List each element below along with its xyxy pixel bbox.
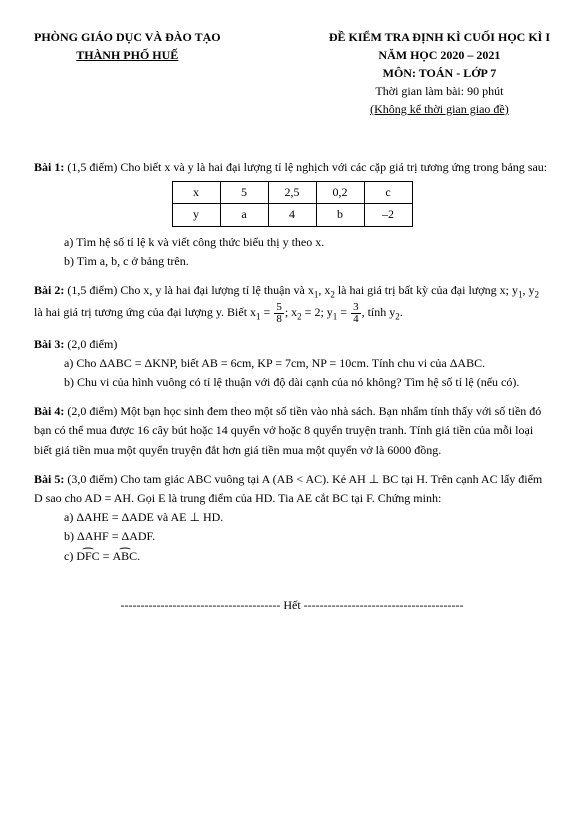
bai5-b: b) ΔAHF = ΔADF. xyxy=(34,527,550,546)
bai5-a: a) ΔAHE = ΔADE và AE ⊥ HD. xyxy=(34,508,550,527)
bai1-points: (1,5 điểm) xyxy=(67,160,120,174)
cell: c xyxy=(364,182,412,204)
bai3-points: (2,0 điểm) xyxy=(67,337,117,351)
bai1-a: a) Tìm hệ số tỉ lệ k và viết công thức b… xyxy=(34,233,550,252)
year: NĂM HỌC 2020 – 2021 xyxy=(329,46,550,64)
cell: 0,2 xyxy=(316,182,364,204)
footer: ----------------------------------------… xyxy=(34,596,550,615)
bai1-table: x 5 2,5 0,2 c y a 4 b –2 xyxy=(172,181,413,226)
header-right: ĐỀ KIỂM TRA ĐỊNH KÌ CUỐI HỌC KÌ I NĂM HỌ… xyxy=(329,28,550,118)
bai3-a: a) Cho ΔABC = ΔKNP, biết AB = 6cm, KP = … xyxy=(34,354,550,373)
content: Bài 1: (1,5 điểm) Cho biết x và y là hai… xyxy=(34,158,550,615)
cell: b xyxy=(316,204,364,226)
bai2: Bài 2: (1,5 điểm) Cho x, y là hai đại lư… xyxy=(34,281,550,325)
cell: y xyxy=(172,204,220,226)
cell: 2,5 xyxy=(268,182,316,204)
bai4-points: (2,0 điểm) xyxy=(67,404,120,418)
bai3-title: Bài 3: xyxy=(34,337,64,351)
table-row: y a 4 b –2 xyxy=(172,204,412,226)
header-left: PHÒNG GIÁO DỤC VÀ ĐÀO TẠO THÀNH PHỐ HUẾ xyxy=(34,28,221,118)
duration: Thời gian làm bài: 90 phút xyxy=(329,82,550,100)
bai1-text: Cho biết x và y là hai đại lượng tỉ lệ n… xyxy=(120,160,547,174)
org-city: THÀNH PHỐ HUẾ xyxy=(34,46,221,64)
bai2-title: Bài 2: xyxy=(34,283,64,297)
bai4: Bài 4: (2,0 điểm) Một bạn học sinh đem t… xyxy=(34,402,550,460)
bai3: Bài 3: (2,0 điểm) a) Cho ΔABC = ΔKNP, bi… xyxy=(34,335,550,393)
subject: MÔN: TOÁN - LỚP 7 xyxy=(329,64,550,82)
cell: a xyxy=(220,204,268,226)
bai1-b: b) Tìm a, b, c ở bảng trên. xyxy=(34,252,550,271)
org-line: PHÒNG GIÁO DỤC VÀ ĐÀO TẠO xyxy=(34,28,221,46)
bai5-points: (3,0 điểm) xyxy=(67,472,120,486)
header: PHÒNG GIÁO DỤC VÀ ĐÀO TẠO THÀNH PHỐ HUẾ … xyxy=(34,28,550,118)
cell: 4 xyxy=(268,204,316,226)
bai1: Bài 1: (1,5 điểm) Cho biết x và y là hai… xyxy=(34,158,550,271)
table-row: x 5 2,5 0,2 c xyxy=(172,182,412,204)
bai2-points: (1,5 điểm) xyxy=(67,283,120,297)
bai5-c: c) DFC = ABC. xyxy=(34,547,550,566)
exam-title: ĐỀ KIỂM TRA ĐỊNH KÌ CUỐI HỌC KÌ I xyxy=(329,28,550,46)
bai5-title: Bài 5: xyxy=(34,472,64,486)
bai3-b: b) Chu vi của hình vuông có tỉ lệ thuận … xyxy=(34,373,550,392)
cell: –2 xyxy=(364,204,412,226)
bai1-title: Bài 1: xyxy=(34,160,64,174)
note: (Không kể thời gian giao đề) xyxy=(329,100,550,118)
bai4-title: Bài 4: xyxy=(34,404,64,418)
cell: 5 xyxy=(220,182,268,204)
cell: x xyxy=(172,182,220,204)
bai5: Bài 5: (3,0 điểm) Cho tam giác ABC vuông… xyxy=(34,470,550,566)
